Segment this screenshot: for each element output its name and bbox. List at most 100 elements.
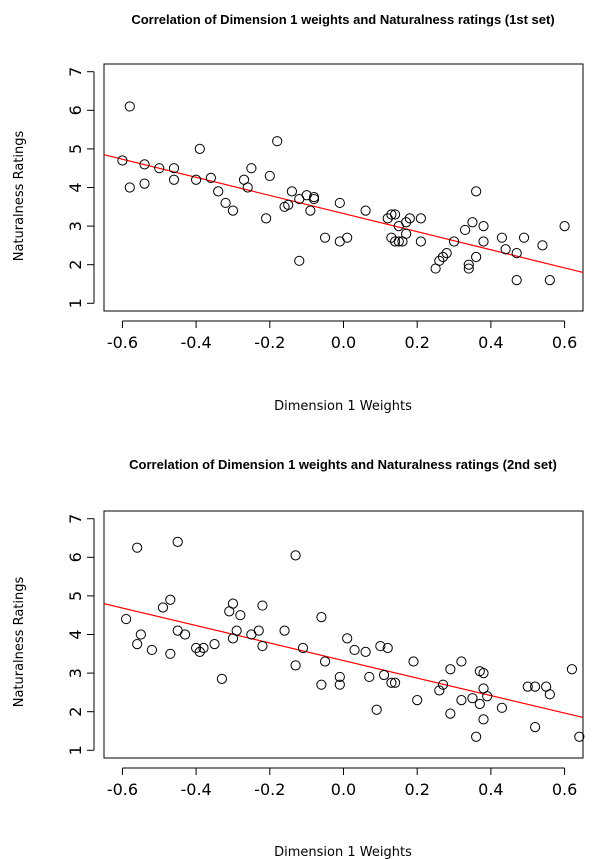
y-axis-title: Naturalness Ratings <box>12 577 27 708</box>
data-point <box>544 689 555 700</box>
data-point <box>408 656 419 667</box>
data-point <box>574 731 585 742</box>
data-point <box>371 704 382 715</box>
data-point <box>467 217 478 228</box>
chart-1st-set: Correlation of Dimension 1 weights and N… <box>12 12 584 414</box>
x-axis-title: Dimension 1 Weights <box>274 845 412 859</box>
data-point <box>386 677 397 688</box>
data-point <box>375 640 386 652</box>
data-point <box>360 205 371 216</box>
x-tick-label: -0.6 <box>107 780 138 799</box>
plot-marks <box>103 101 584 286</box>
data-point <box>213 186 224 197</box>
data-point <box>456 656 467 667</box>
data-point <box>124 101 135 112</box>
data-point <box>445 708 456 719</box>
y-tick-label: 1 <box>66 298 85 308</box>
y-tick-label: 3 <box>66 221 85 231</box>
data-point <box>209 639 220 650</box>
data-point <box>434 255 445 266</box>
x-tick-label: 0.0 <box>331 780 356 799</box>
data-point <box>319 656 331 667</box>
data-point <box>172 536 183 547</box>
data-point <box>463 259 474 270</box>
y-tick-label: 2 <box>66 260 85 270</box>
x-tick-label: -0.2 <box>254 780 285 799</box>
data-point <box>478 220 489 232</box>
regression-line <box>103 603 584 719</box>
data-point <box>165 648 176 659</box>
data-point <box>364 671 375 683</box>
data-point <box>530 722 541 733</box>
data-point <box>316 612 327 623</box>
data-point <box>146 644 157 656</box>
data-point <box>456 695 467 706</box>
data-point <box>290 660 301 671</box>
data-point <box>132 639 143 650</box>
data-point <box>434 685 445 696</box>
data-point <box>168 163 180 174</box>
data-point <box>179 629 191 640</box>
data-point <box>168 174 180 185</box>
data-point <box>401 217 412 228</box>
data-point <box>537 240 548 251</box>
data-point <box>235 610 246 621</box>
data-point <box>246 163 257 174</box>
data-point <box>496 702 508 713</box>
data-point <box>401 228 412 239</box>
data-point <box>283 199 294 210</box>
data-point <box>319 232 331 243</box>
x-tick-label: -0.4 <box>181 780 212 799</box>
x-tick-label: 0.6 <box>552 333 577 352</box>
x-tick-label: 0.4 <box>478 780 503 799</box>
data-point <box>404 213 415 224</box>
data-point <box>496 232 508 243</box>
data-point <box>471 251 482 263</box>
y-tick-label: 3 <box>66 668 85 678</box>
y-tick-label: 7 <box>66 67 85 77</box>
data-point <box>242 182 253 193</box>
data-point <box>349 644 360 656</box>
y-tick-label: 1 <box>66 745 85 755</box>
data-point <box>294 255 305 266</box>
data-point <box>194 143 205 155</box>
x-tick-label: 0.6 <box>552 780 577 799</box>
data-point <box>261 213 272 224</box>
plot-frame <box>103 63 584 312</box>
data-point <box>165 594 176 605</box>
data-point <box>154 163 165 174</box>
data-point <box>474 698 485 710</box>
data-point <box>257 640 268 652</box>
axes-ticks: 1 2 3 4 5 6 7 -0.6 -0.4 -0.2 0.0 0.2 0.4 0.6 <box>66 514 577 799</box>
data-point <box>360 646 371 657</box>
y-tick-label: 4 <box>66 629 85 639</box>
data-point <box>459 224 471 236</box>
data-point <box>191 174 202 185</box>
data-point <box>382 642 393 654</box>
data-point <box>253 625 264 636</box>
data-point <box>471 731 482 742</box>
data-point <box>220 197 231 209</box>
x-tick-label: -0.6 <box>107 333 138 352</box>
data-point <box>272 136 283 147</box>
data-point <box>132 542 143 553</box>
data-point <box>297 642 309 654</box>
y-tick-label: 5 <box>66 591 85 601</box>
data-point <box>342 633 353 644</box>
data-point <box>257 600 268 611</box>
data-point <box>415 236 426 247</box>
x-tick-label: -0.4 <box>181 333 212 352</box>
data-point <box>316 679 327 690</box>
data-point <box>334 197 345 209</box>
data-point <box>522 681 533 692</box>
y-tick-label: 6 <box>66 552 85 562</box>
x-tick-label: 0.2 <box>404 333 429 352</box>
data-point <box>205 172 216 183</box>
data-point <box>121 613 132 625</box>
data-point <box>478 667 489 679</box>
plot-frame <box>103 510 584 759</box>
data-point <box>308 192 320 203</box>
data-point <box>478 236 489 247</box>
data-point <box>437 251 449 263</box>
data-point <box>386 209 397 220</box>
